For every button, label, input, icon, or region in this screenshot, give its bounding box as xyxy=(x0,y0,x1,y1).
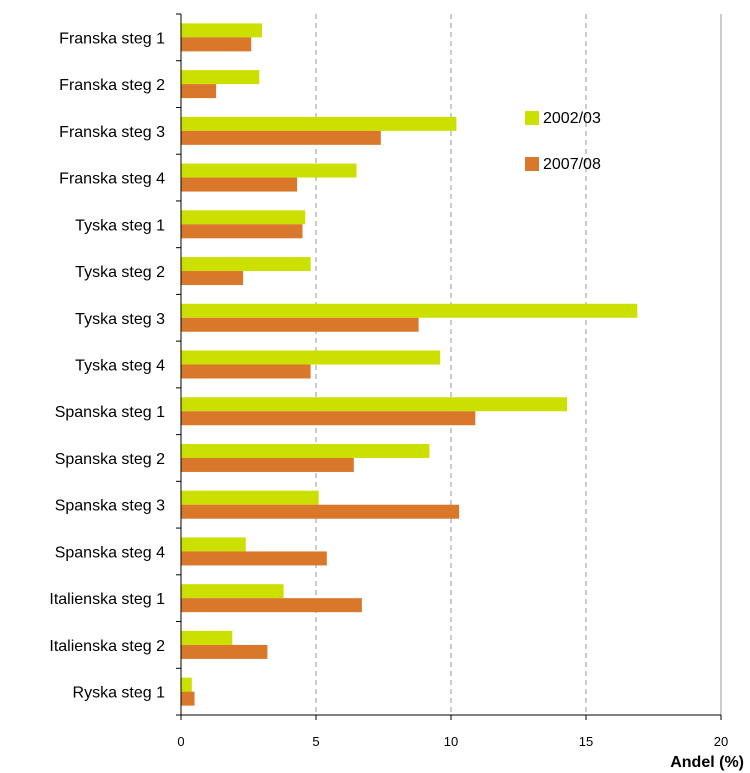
legend: 2002/03 2007/08 xyxy=(525,110,601,173)
bar-series-2 xyxy=(181,177,298,192)
category-label: Tyska steg 3 xyxy=(75,311,165,328)
bar-series-1 xyxy=(181,443,430,458)
bar-series-1 xyxy=(181,397,568,412)
x-axis-title: Andel (%) xyxy=(670,754,744,771)
category-label: Franska steg 4 xyxy=(59,171,165,188)
bar-series-1 xyxy=(181,163,357,178)
bar-series-1 xyxy=(181,303,638,318)
bar-series-2 xyxy=(181,644,268,659)
x-tick-label: 0 xyxy=(177,734,184,749)
category-label: Tyska steg 4 xyxy=(75,358,165,375)
bar-series-1 xyxy=(181,490,319,505)
category-label: Italienska steg 1 xyxy=(49,591,165,608)
x-tick-label: 5 xyxy=(312,734,319,749)
bar-series-2 xyxy=(181,37,252,52)
category-label: Spanska steg 4 xyxy=(55,544,165,561)
bar-series-2 xyxy=(181,551,327,566)
x-tick-label: 15 xyxy=(579,734,593,749)
category-label: Spanska steg 3 xyxy=(55,498,165,515)
bar-series-2 xyxy=(181,84,217,99)
bar-series-2 xyxy=(181,364,311,379)
bar-series-1 xyxy=(181,23,262,38)
bar-series-2 xyxy=(181,411,476,426)
category-label: Franska steg 1 xyxy=(59,30,165,47)
bar-series-1 xyxy=(181,70,260,85)
bar-series-2 xyxy=(181,598,362,613)
x-tick-label: 10 xyxy=(444,734,458,749)
legend-swatch xyxy=(525,157,539,171)
bar-series-2 xyxy=(181,691,195,706)
category-label: Franska steg 3 xyxy=(59,124,165,141)
category-label: Tyska steg 1 xyxy=(75,217,165,234)
bar-series-1 xyxy=(181,630,233,645)
category-label: Spanska steg 2 xyxy=(55,451,165,468)
category-label: Tyska steg 2 xyxy=(75,264,165,281)
bar-series-2 xyxy=(181,130,381,145)
legend-label: 2007/08 xyxy=(543,156,601,173)
bar-series-2 xyxy=(181,271,244,286)
bar-series-1 xyxy=(181,257,311,272)
bar-series-2 xyxy=(181,457,354,472)
bar-series-2 xyxy=(181,504,460,519)
bar-series-2 xyxy=(181,317,419,332)
bar-series-1 xyxy=(181,584,284,599)
bar-series-2 xyxy=(181,224,303,239)
x-tick-label: 20 xyxy=(714,734,728,749)
category-label: Ryska steg 1 xyxy=(73,685,166,702)
bar-series-1 xyxy=(181,677,192,692)
bar-series-1 xyxy=(181,537,246,552)
category-label: Spanska steg 1 xyxy=(55,404,165,421)
axes xyxy=(176,13,722,720)
bar-series-1 xyxy=(181,210,306,225)
x-tick-labels: 0 5 10 15 20 xyxy=(177,734,728,749)
bar-series-1 xyxy=(181,350,441,365)
category-label: Italienska steg 2 xyxy=(49,638,165,655)
bars xyxy=(181,23,638,706)
legend-swatch xyxy=(525,111,539,125)
bar-series-1 xyxy=(181,116,457,131)
legend-label: 2002/03 xyxy=(543,110,601,127)
category-labels: Franska steg 1 Franska steg 2 Franska steg… xyxy=(49,30,165,701)
category-label: Franska steg 2 xyxy=(59,77,165,94)
